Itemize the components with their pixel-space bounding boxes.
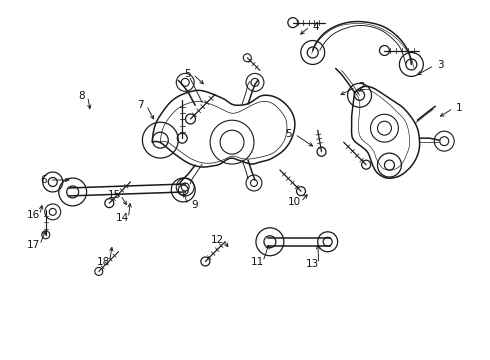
Text: 1: 1 <box>456 103 463 113</box>
Text: 5: 5 <box>286 129 292 139</box>
Text: 10: 10 <box>288 197 301 207</box>
Text: 14: 14 <box>116 213 129 223</box>
Text: 5: 5 <box>184 69 191 80</box>
Text: 6: 6 <box>41 175 47 185</box>
Text: 8: 8 <box>78 91 85 101</box>
Text: 7: 7 <box>137 100 144 110</box>
Text: 9: 9 <box>191 200 197 210</box>
Text: 17: 17 <box>27 240 41 250</box>
Text: 12: 12 <box>211 235 224 245</box>
Text: 11: 11 <box>250 257 264 267</box>
Text: 13: 13 <box>306 259 319 269</box>
Text: 15: 15 <box>108 190 121 200</box>
Text: 16: 16 <box>27 210 41 220</box>
Text: 2: 2 <box>358 82 365 93</box>
Text: 18: 18 <box>97 257 110 267</box>
Text: 4: 4 <box>313 22 319 32</box>
Text: 3: 3 <box>437 60 443 71</box>
